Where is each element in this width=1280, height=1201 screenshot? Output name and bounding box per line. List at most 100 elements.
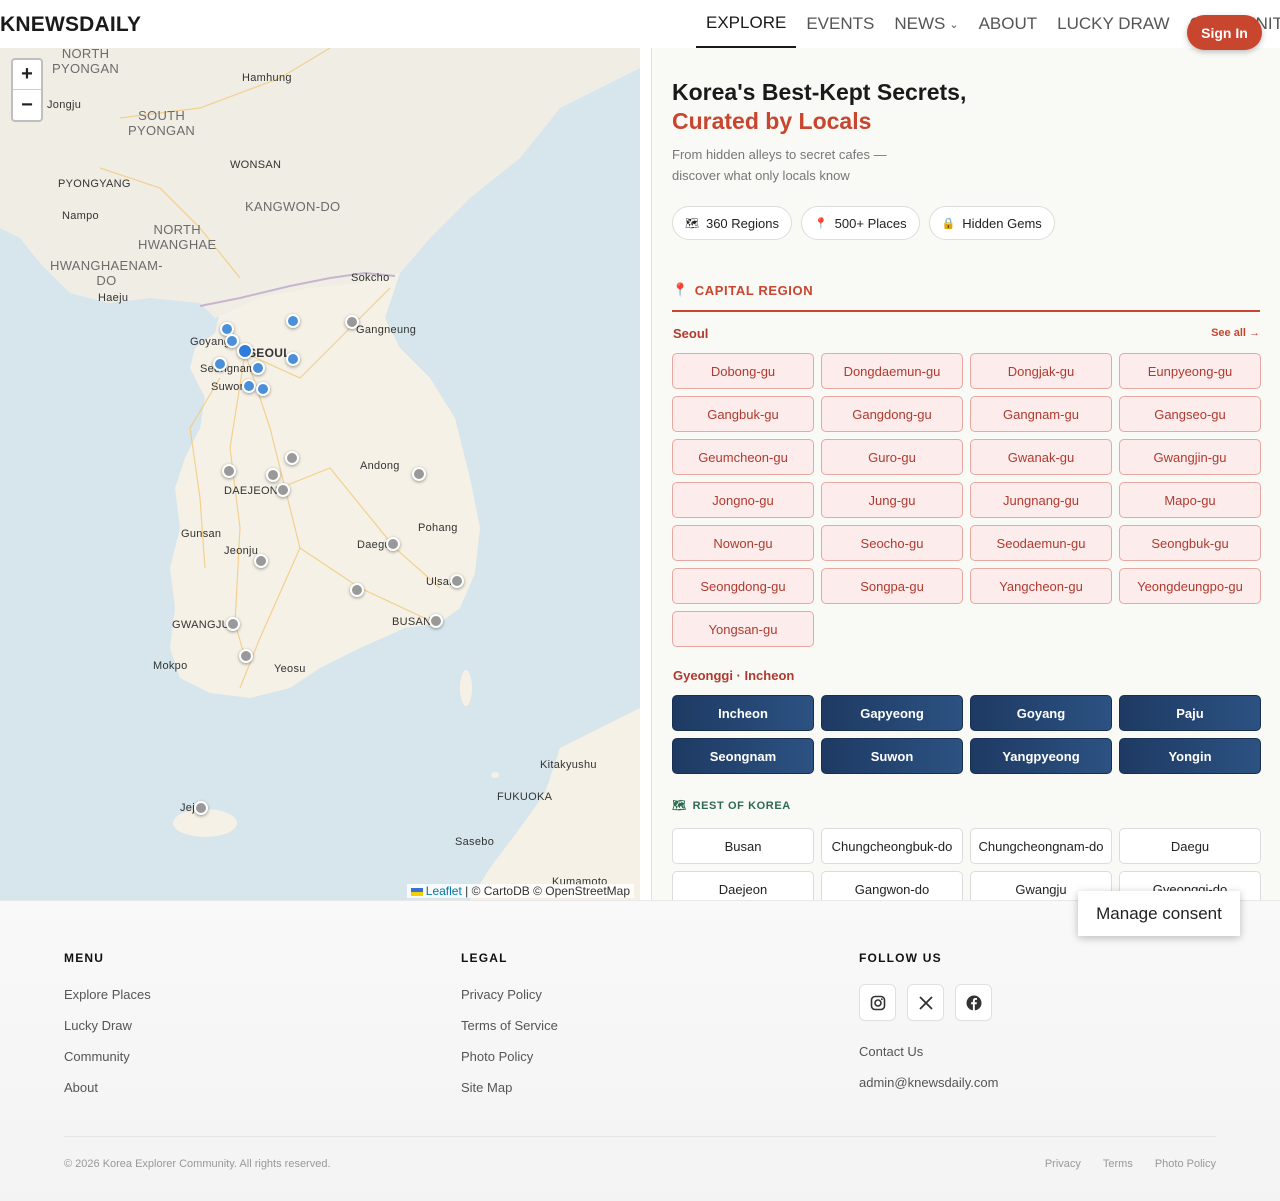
- gyeonggi-city-button[interactable]: Suwon: [821, 738, 963, 774]
- map-marker[interactable]: [286, 314, 300, 328]
- nav-news[interactable]: NEWS ⌄: [884, 0, 968, 48]
- map-marker[interactable]: [239, 649, 253, 663]
- nav-lucky-draw[interactable]: LUCKY DRAW: [1047, 0, 1179, 48]
- leaflet-link[interactable]: Leaflet: [425, 884, 462, 898]
- seoul-district-button[interactable]: Mapo-gu: [1119, 482, 1261, 518]
- map-marker[interactable]: [194, 801, 208, 815]
- nav-explore[interactable]: EXPLORE: [696, 0, 797, 48]
- nav-events[interactable]: EVENTS: [796, 0, 884, 48]
- gyeonggi-city-button[interactable]: Seongnam: [672, 738, 814, 774]
- gyeonggi-city-button[interactable]: Paju: [1119, 695, 1261, 731]
- lock-icon: 🔒: [941, 217, 956, 230]
- label-sokcho: Sokcho: [351, 272, 390, 284]
- site-logo[interactable]: KNEWSDAILY: [0, 13, 142, 36]
- region-button[interactable]: Gangwon-do: [821, 871, 963, 900]
- map-marker[interactable]: [251, 361, 265, 375]
- map-marker[interactable]: [225, 334, 239, 348]
- map-marker[interactable]: [226, 617, 240, 631]
- seoul-district-button[interactable]: Gangdong-gu: [821, 396, 963, 432]
- email-link[interactable]: admin@knewsdaily.com: [859, 1075, 999, 1090]
- seoul-district-button[interactable]: Jungnang-gu: [970, 482, 1112, 518]
- x-icon[interactable]: [907, 984, 944, 1021]
- map-marker[interactable]: [256, 382, 270, 396]
- map-marker[interactable]: [266, 468, 280, 482]
- footer-link[interactable]: Privacy Policy: [461, 987, 542, 1002]
- seoul-district-button[interactable]: Yeongdeungpo-gu: [1119, 568, 1261, 604]
- nav-label: EXPLORE: [706, 13, 787, 32]
- nav-about[interactable]: ABOUT: [969, 0, 1048, 48]
- seoul-district-button[interactable]: Dongdaemun-gu: [821, 353, 963, 389]
- map-marker[interactable]: [254, 554, 268, 568]
- gyeonggi-city-button[interactable]: Yangpyeong: [970, 738, 1112, 774]
- seoul-district-button[interactable]: Seodaemun-gu: [970, 525, 1112, 561]
- map-marker[interactable]: [429, 614, 443, 628]
- see-all-link[interactable]: See all →: [1211, 327, 1260, 339]
- seoul-district-button[interactable]: Dobong-gu: [672, 353, 814, 389]
- facebook-icon[interactable]: [955, 984, 992, 1021]
- map-marker[interactable]: [276, 483, 290, 497]
- seoul-district-button[interactable]: Gangseo-gu: [1119, 396, 1261, 432]
- label-daejeon: DAEJEON: [224, 485, 279, 497]
- explore-panel: Korea's Best-Kept Secrets, Curated by Lo…: [652, 48, 1280, 900]
- region-button[interactable]: Busan: [672, 828, 814, 864]
- seoul-district-button[interactable]: Geumcheon-gu: [672, 439, 814, 475]
- seoul-district-button[interactable]: Seongbuk-gu: [1119, 525, 1261, 561]
- region-button[interactable]: Chungcheongbuk-do: [821, 828, 963, 864]
- manage-consent-button[interactable]: Manage consent: [1078, 891, 1240, 936]
- pin-icon: 📍: [672, 282, 689, 297]
- seoul-district-button[interactable]: Gangbuk-gu: [672, 396, 814, 432]
- footer-link[interactable]: Photo Policy: [461, 1049, 534, 1064]
- contact-link[interactable]: Contact Us: [859, 1044, 924, 1059]
- zoom-in-button[interactable]: +: [13, 60, 41, 90]
- map-marker[interactable]: [350, 583, 364, 597]
- seoul-district-button[interactable]: Jung-gu: [821, 482, 963, 518]
- map-marker[interactable]: [450, 574, 464, 588]
- map-marker[interactable]: [345, 315, 359, 329]
- seoul-district-button[interactable]: Gwanak-gu: [970, 439, 1112, 475]
- seoul-district-button[interactable]: Seongdong-gu: [672, 568, 814, 604]
- rest-of-korea-heading: 🗺 REST OF KOREA: [672, 799, 791, 813]
- map-marker-selected[interactable]: [237, 343, 253, 359]
- sign-in-button[interactable]: Sign In: [1187, 15, 1262, 50]
- seoul-district-button[interactable]: Seocho-gu: [821, 525, 963, 561]
- seoul-district-button[interactable]: Dongjak-gu: [970, 353, 1112, 389]
- seoul-district-button[interactable]: Yongsan-gu: [672, 611, 814, 647]
- footer-link[interactable]: Community: [64, 1049, 130, 1064]
- footer-link[interactable]: About: [64, 1080, 98, 1095]
- region-button[interactable]: Chungcheongnam-do: [970, 828, 1112, 864]
- footer-link[interactable]: Explore Places: [64, 987, 151, 1002]
- footer-link[interactable]: Terms of Service: [461, 1018, 558, 1033]
- gyeonggi-city-button[interactable]: Gapyeong: [821, 695, 963, 731]
- footer-bottom-link[interactable]: Privacy: [1044, 1158, 1081, 1170]
- seoul-district-button[interactable]: Guro-gu: [821, 439, 963, 475]
- gyeonggi-city-button[interactable]: Incheon: [672, 695, 814, 731]
- region-map[interactable]: + − NORTH PYONGAN Hamhung Jongju SOUTH P…: [0, 48, 640, 900]
- seoul-district-button[interactable]: Gangnam-gu: [970, 396, 1112, 432]
- zoom-out-button[interactable]: −: [21, 93, 33, 116]
- seoul-district-button[interactable]: Eunpyeong-gu: [1119, 353, 1261, 389]
- map-marker[interactable]: [386, 537, 400, 551]
- map-marker[interactable]: [213, 357, 227, 371]
- instagram-icon[interactable]: [859, 984, 896, 1021]
- gyeonggi-city-button[interactable]: Yongin: [1119, 738, 1261, 774]
- region-button[interactable]: Daejeon: [672, 871, 814, 900]
- footer-bottom-link[interactable]: Photo Policy: [1154, 1158, 1216, 1170]
- map-marker[interactable]: [286, 352, 300, 366]
- panel-divider[interactable]: [651, 48, 652, 900]
- seoul-district-button[interactable]: Nowon-gu: [672, 525, 814, 561]
- page-title: Korea's Best-Kept Secrets, Curated by Lo…: [672, 78, 966, 136]
- footer-link[interactable]: Lucky Draw: [64, 1018, 132, 1033]
- seoul-district-button[interactable]: Songpa-gu: [821, 568, 963, 604]
- seoul-district-button[interactable]: Gwangjin-gu: [1119, 439, 1261, 475]
- map-marker[interactable]: [242, 379, 256, 393]
- gyeonggi-city-button[interactable]: Goyang: [970, 695, 1112, 731]
- chip-label: Hidden Gems: [962, 215, 1042, 231]
- map-marker[interactable]: [222, 464, 236, 478]
- map-marker[interactable]: [285, 451, 299, 465]
- footer-bottom-link[interactable]: Terms: [1102, 1158, 1133, 1170]
- seoul-district-button[interactable]: Yangcheon-gu: [970, 568, 1112, 604]
- footer-link[interactable]: Site Map: [461, 1080, 513, 1095]
- region-button[interactable]: Daegu: [1119, 828, 1261, 864]
- seoul-district-button[interactable]: Jongno-gu: [672, 482, 814, 518]
- map-marker[interactable]: [412, 467, 426, 481]
